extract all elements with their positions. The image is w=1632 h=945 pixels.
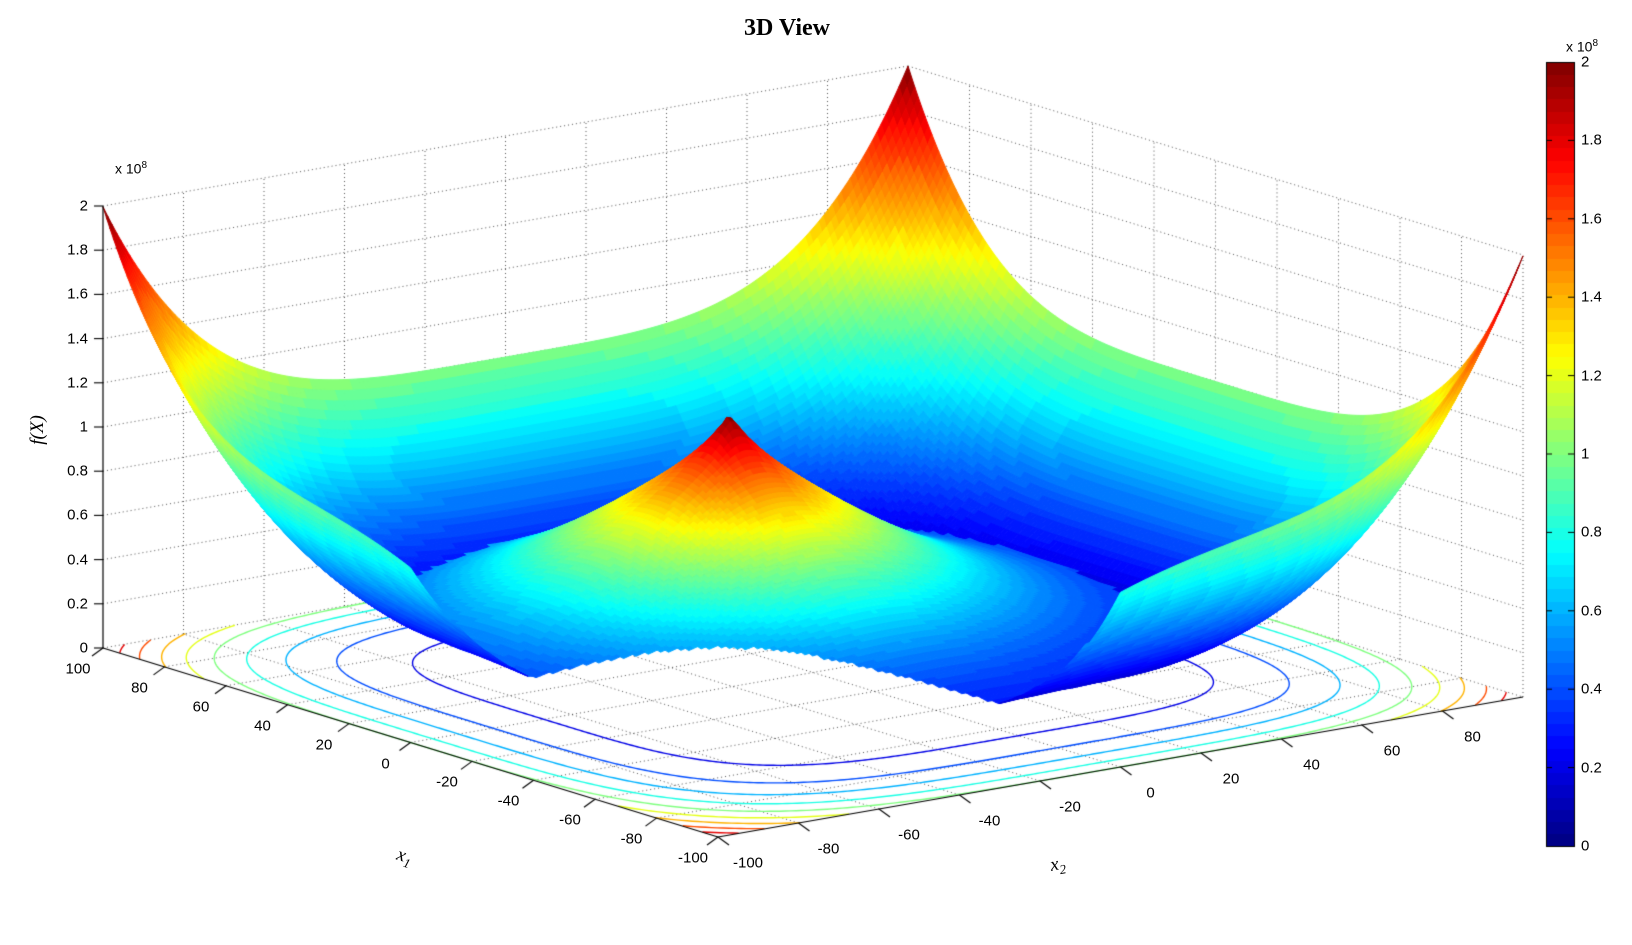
x1-tick-label: -60 [559,811,581,829]
x2-tick-label: -40 [978,812,1001,830]
colorbar-tick-label: 1.8 [1581,131,1602,149]
x2-tick-label: -100 [732,854,764,872]
z-axis-title: f(X) [27,415,48,445]
z-axis-exponent: x 108 [115,160,147,177]
colorbar-tick-label: 2 [1581,53,1590,71]
x1-tick-label: 100 [65,660,91,678]
z-tick-label: 0.6 [67,506,88,524]
x2-tick-label: 0 [1146,784,1155,802]
x2-tick-label: -80 [817,840,840,858]
z-tick-label: 1.8 [67,241,88,259]
x1-tick-label: -80 [620,830,643,848]
colorbar-tick-label: 1 [1581,445,1590,463]
z-tick-label: 0.4 [67,551,88,569]
x1-tick-label: 20 [315,736,333,754]
x1-tick-label: -100 [677,849,709,867]
z-tick-label: 0.8 [67,462,88,480]
plot-title: 3D View [744,15,830,41]
z-axis-exponent-sup: 8 [141,160,148,171]
x1-tick-label: 80 [131,679,148,697]
x2-tick-label: -20 [1059,798,1081,816]
colorbar-tick-label: 0 [1581,837,1590,855]
colorbar-exponent-sup: 8 [1592,38,1599,49]
x1-tick-label: -20 [436,773,458,791]
x1-tick-label: 40 [254,717,271,735]
z-tick-label: 1.6 [67,285,88,303]
x2-tick-label: 80 [1464,728,1481,746]
x2-tick-label: 20 [1222,770,1240,788]
x2-tick-label: 60 [1383,742,1401,760]
colorbar-tick-label: 1.6 [1581,210,1602,228]
z-tick-label: 1 [79,418,88,436]
colorbar-exponent: x 108 [1566,38,1598,55]
x1-tick-label: 60 [192,698,210,716]
x2-tick-label: 40 [1303,756,1320,774]
z-tick-label: 2 [79,197,88,215]
z-tick-label: 0 [79,639,88,657]
z-tick-label: 0.2 [67,595,88,613]
colorbar-tick-label: 0.4 [1581,680,1602,698]
colorbar-tick-label: 1.4 [1581,288,1602,306]
z-tick-label: 1.2 [67,374,88,392]
z-tick-label: 1.4 [67,330,88,348]
colorbar-tick-label: 0.6 [1581,602,1602,620]
x1-tick-label: -40 [497,792,520,810]
colorbar-tick-label: 0.8 [1581,523,1602,541]
colorbar-tick-label: 0.2 [1581,759,1602,777]
colorbar-tick-label: 1.2 [1581,367,1602,385]
x1-tick-label: 0 [381,755,390,772]
x2-tick-label: -60 [898,826,920,844]
colorbar-exponent-prefix: x 10 [1566,38,1593,55]
z-axis-exponent-prefix: x 10 [114,160,142,177]
